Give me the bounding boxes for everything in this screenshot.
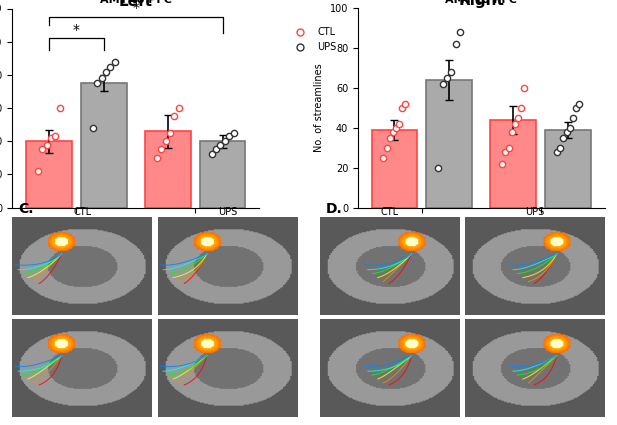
Bar [491,120,536,207]
Bar [81,83,126,207]
Legend: CTL, UPS: CTL, UPS [286,23,341,56]
Title: CTL: CTL [381,207,399,217]
Title: UPS: UPS [525,207,544,217]
Bar [145,131,191,207]
Text: AMY to PFC: AMY to PFC [445,0,517,5]
Title: Right: Right [458,0,504,8]
Bar [426,80,472,207]
Text: *: * [73,23,80,37]
Text: *: * [132,1,139,15]
Bar [26,141,72,207]
Text: AMY to PFC: AMY to PFC [100,0,172,5]
Title: Left: Left [118,0,153,8]
Title: CTL: CTL [73,207,91,217]
Y-axis label: Males: Males [281,254,290,278]
Bar [371,130,417,207]
Bar [545,130,591,207]
Text: C.: C. [18,201,33,215]
Bar [200,141,246,207]
Title: UPS: UPS [218,207,237,217]
Text: D.: D. [326,201,342,215]
Y-axis label: No. of streamlines: No. of streamlines [314,64,324,153]
